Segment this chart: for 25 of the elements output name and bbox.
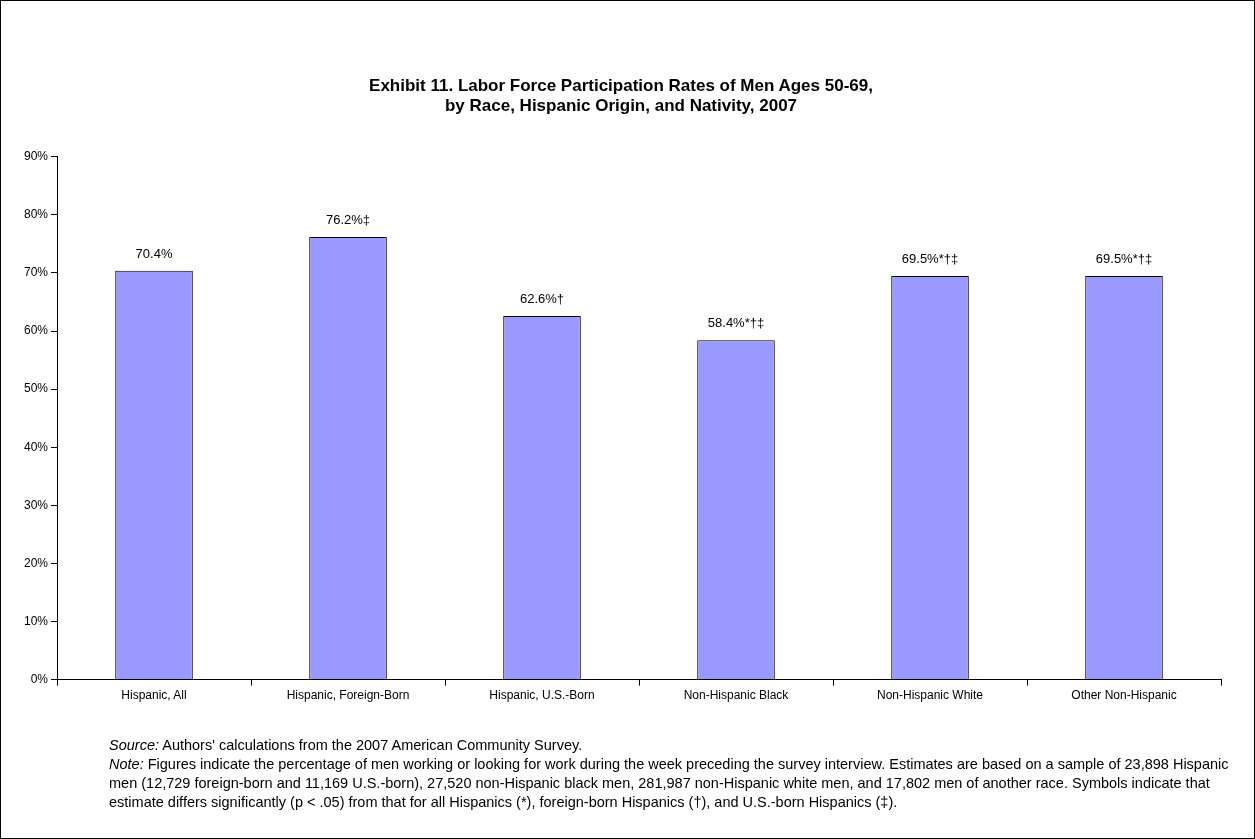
data-label: 69.5%*†‡ <box>901 250 959 266</box>
y-tick-label: 70% <box>23 265 49 280</box>
y-tick-label: 50% <box>23 381 49 396</box>
y-tick-label: 60% <box>23 323 49 338</box>
data-label: 62.6%† <box>519 291 565 307</box>
y-tick-label: 30% <box>23 497 49 512</box>
x-tick-label: Non-Hispanic White <box>876 688 984 703</box>
y-tick-label: 40% <box>23 439 49 454</box>
source-note: Source: Authors' calculations from the 2007 American Community Survey. <box>109 737 583 753</box>
data-label: 58.4%*†‡ <box>707 315 765 331</box>
data-label: 69.5%*†‡ <box>1095 250 1153 266</box>
data-label: 76.2%‡ <box>325 212 371 228</box>
y-tick-label: 20% <box>23 555 49 570</box>
text: Note: Figures indicate the percentage of men working or looking for work during the week preceding the survey interview. Estimates are based on a sample of 23,898 Hispanic men (12,729 foreign-born and 11,169 U.S.-born), 27,520 non-Hispanic black men, 281,987 non-Hispanic white men, and 17,802 men of another race. Symbols indicate that estimate differs significantly (p < .05) from that for all Hispanics (*), foreign-born Hispanics (†), and U.S.-born Hispanics (‡). <box>109 756 1229 810</box>
y-tick-label: 0% <box>30 671 49 686</box>
y-tick-label: 90% <box>23 149 49 164</box>
chart-title: Exhibit 11. Labor Force Participation Rates of Men Ages 50-69, by Race, Hispanic Origin, and Nativity, 2007 <box>369 75 873 116</box>
x-tick-label: Hispanic, All <box>121 688 187 703</box>
x-tick-label: Hispanic, Foreign-Born <box>286 688 410 703</box>
data-label: 70.4% <box>135 245 173 261</box>
x-tick-label: Hispanic, U.S.-Born <box>489 688 595 703</box>
y-tick-label: 10% <box>23 613 49 628</box>
x-tick-label: Non-Hispanic Black <box>683 688 790 703</box>
y-tick-label: 80% <box>23 207 49 222</box>
x-tick-label: Other Non-Hispanic <box>1071 688 1177 703</box>
